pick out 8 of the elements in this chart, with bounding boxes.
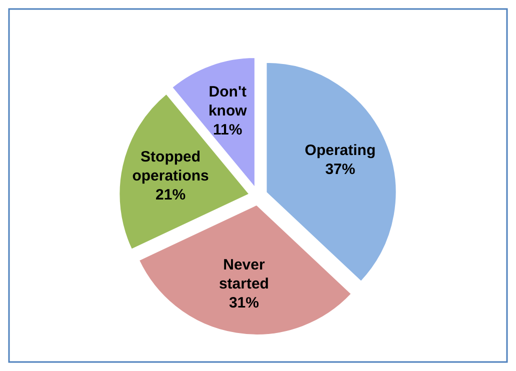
- slice-label: Don't know: [208, 84, 248, 120]
- slice-label: Never started: [218, 256, 269, 292]
- data-label: 21%: [156, 186, 186, 204]
- data-label: 11%: [213, 122, 242, 139]
- slice-label: Operating: [304, 142, 376, 159]
- data-label: 37%: [325, 160, 356, 178]
- data-label: 31%: [228, 294, 259, 312]
- slice-label: Stopped operations: [132, 148, 209, 184]
